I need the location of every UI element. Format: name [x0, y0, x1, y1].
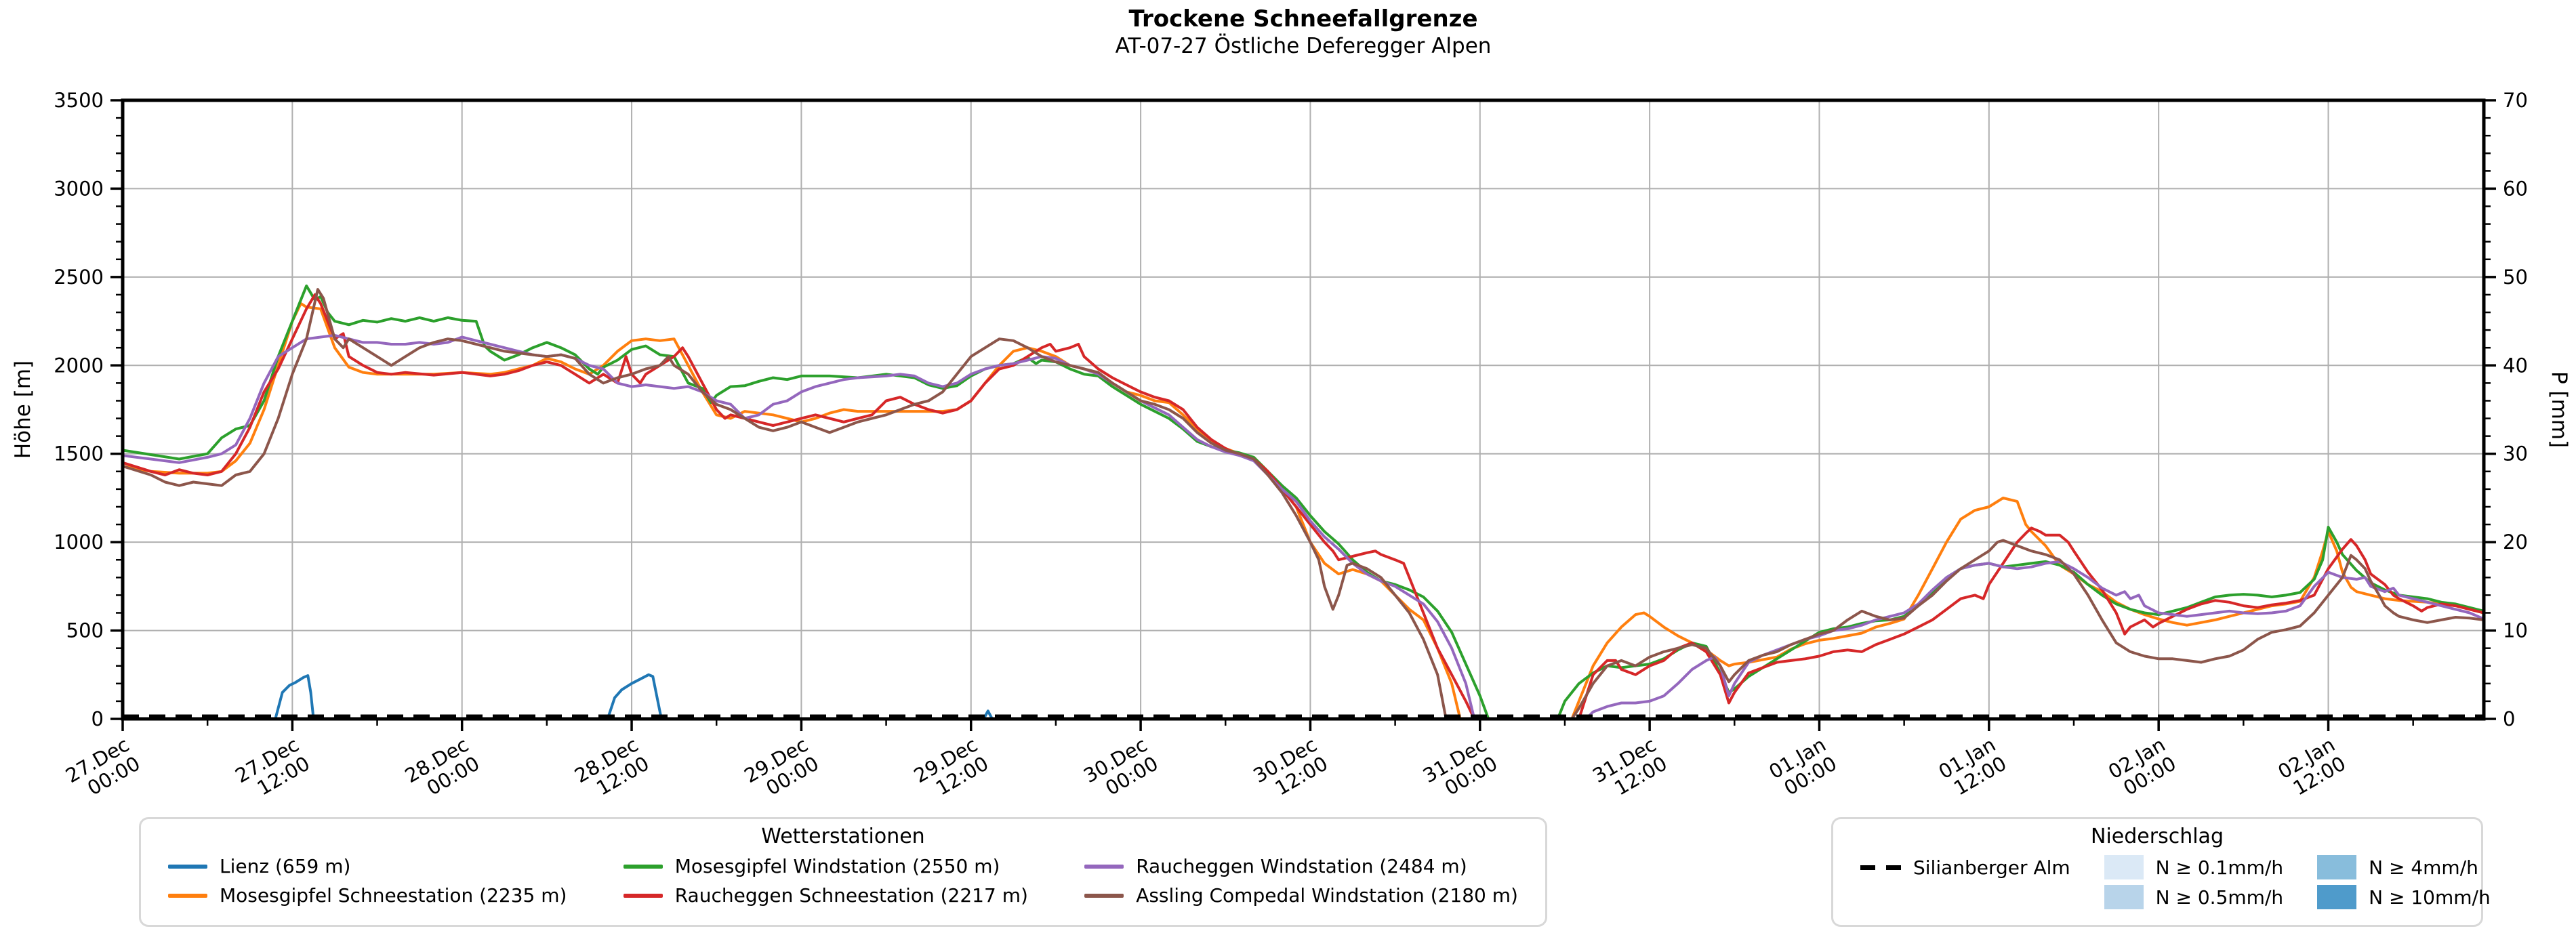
legend-line-swatch	[168, 864, 207, 869]
legend-item-label: Mosesgipfel Windstation (2550 m)	[674, 855, 1000, 877]
legend-item-label: Silianberger Alm	[1913, 856, 2070, 879]
legend-item-label: N ≥ 10mm/h	[2369, 886, 2491, 909]
y-left-axis-label: Höhe [m]	[11, 360, 35, 459]
legend-line-swatch	[1084, 864, 1124, 869]
legend-item-silianberger-alm: Silianberger Alm	[1860, 856, 2070, 879]
legend-wetterstationen-items: Lienz (659 m) Mosesgipfel Schneestation (…	[168, 855, 1518, 907]
y-left-tick-label: 1000	[54, 531, 104, 554]
legend-patch-swatch	[2317, 885, 2357, 909]
legend-wetterstationen: Wetterstationen Lienz (659 m) Mosesgipfel…	[139, 817, 1547, 927]
y-right-tick-label: 10	[2503, 619, 2528, 642]
svg-text:Höhe [m]: Höhe [m]	[11, 360, 35, 459]
legend-item-raucheggen-schneestation-2217-m: Raucheggen Schneestation (2217 m)	[623, 884, 1028, 907]
chart-title: Trockene Schneefallgrenze	[1128, 5, 1478, 33]
legend-niederschlag-title: Niederschlag	[2091, 825, 2224, 848]
legend-item-label: Assling Compedal Windstation (2180 m)	[1136, 884, 1518, 907]
legend-item-mosesgipfel-windstation-2550-m: Mosesgipfel Windstation (2550 m)	[623, 855, 1028, 877]
legend-item-label: Lienz (659 m)	[220, 855, 351, 877]
svg-text:P [mm]: P [mm]	[2547, 371, 2571, 448]
legend-item-label: Mosesgipfel Schneestation (2235 m)	[220, 884, 567, 907]
y-left-tick-label: 2000	[54, 354, 104, 377]
chart-subtitle: AT-07-27 Östliche Deferegger Alpen	[1115, 34, 1492, 58]
legend-item-mosesgipfel-schneestation-2235-m: Mosesgipfel Schneestation (2235 m)	[168, 884, 567, 907]
legend-item-n-0-5mm-h: N ≥ 0.5mm/h	[2104, 885, 2283, 909]
legend-line-swatch	[623, 893, 663, 898]
legend-item-label: N ≥ 4mm/h	[2369, 856, 2478, 879]
y-right-tick-label: 30	[2503, 442, 2528, 465]
legend-item-label: N ≥ 0.5mm/h	[2155, 886, 2284, 909]
series-line-raucheggen-windstation-2484-m	[1585, 560, 2485, 720]
series-line-assling-compedal-windstation-2180-m	[1570, 539, 2485, 720]
y-right-tick-label: 50	[2503, 266, 2528, 289]
legend-patch-swatch	[2104, 885, 2144, 909]
y-left-tick-label: 0	[91, 707, 104, 730]
series-line-mosesgipfel-windstation-2550-m	[121, 284, 1490, 720]
legend-niederschlag: Niederschlag Silianberger Alm N ≥ 0.1mm/h…	[1831, 817, 2491, 927]
y-left-tick-label: 500	[66, 619, 104, 642]
legend-line-swatch	[168, 893, 207, 898]
y-right-tick-label: 0	[2503, 707, 2515, 730]
y-left-tick-label: 3000	[54, 177, 104, 200]
axes-spines	[121, 98, 2486, 721]
legend-item-n-10mm-h: N ≥ 10mm/h	[2317, 885, 2491, 909]
legend-dashed-line-swatch	[1860, 865, 1901, 870]
legend-line-swatch	[623, 864, 663, 869]
legend-niederschlag-items: Silianberger Alm N ≥ 0.1mm/h N ≥ 0.5mm/h N …	[1860, 855, 2491, 909]
y-right-tick-label: 20	[2503, 531, 2528, 554]
y-right-tick-label: 70	[2503, 89, 2528, 112]
series-line-raucheggen-schneestation-2217-m	[121, 293, 1476, 720]
legend-patch-swatch	[2104, 855, 2144, 879]
y-right-axis-label: P [mm]	[2547, 371, 2571, 448]
series-line-assling-compedal-windstation-2180-m	[121, 288, 1448, 720]
y-right-tick-label: 40	[2503, 354, 2528, 377]
y-right-tick-label: 60	[2503, 177, 2528, 200]
legend-item-assling-compedal-windstation-2180-m: Assling Compedal Windstation (2180 m)	[1084, 884, 1518, 907]
series-line-mosesgipfel-windstation-2550-m	[1556, 526, 2485, 720]
legend-wetterstationen-title: Wetterstationen	[761, 825, 925, 848]
legend-item-lienz-659-m: Lienz (659 m)	[168, 855, 567, 877]
legend-item-n-4mm-h: N ≥ 4mm/h	[2317, 855, 2491, 879]
y-left-tick-label: 3500	[54, 89, 104, 112]
legend-item-label: Raucheggen Schneestation (2217 m)	[674, 884, 1028, 907]
legend-patch-swatch	[2317, 855, 2357, 879]
legend-line-swatch	[1084, 893, 1124, 898]
legend-item-label: N ≥ 0.1mm/h	[2155, 856, 2284, 879]
legend-item-raucheggen-windstation-2484-m: Raucheggen Windstation (2484 m)	[1084, 855, 1518, 877]
series-line-lienz-659-m	[121, 673, 2485, 720]
legend-item-label: Raucheggen Windstation (2484 m)	[1136, 855, 1467, 877]
legend-item-n-0-1mm-h: N ≥ 0.1mm/h	[2104, 855, 2283, 879]
series-line-raucheggen-windstation-2484-m	[121, 333, 1476, 720]
y-left-tick-label: 2500	[54, 266, 104, 289]
series-line-raucheggen-schneestation-2217-m	[1577, 526, 2485, 720]
y-left-tick-label: 1500	[54, 442, 104, 465]
